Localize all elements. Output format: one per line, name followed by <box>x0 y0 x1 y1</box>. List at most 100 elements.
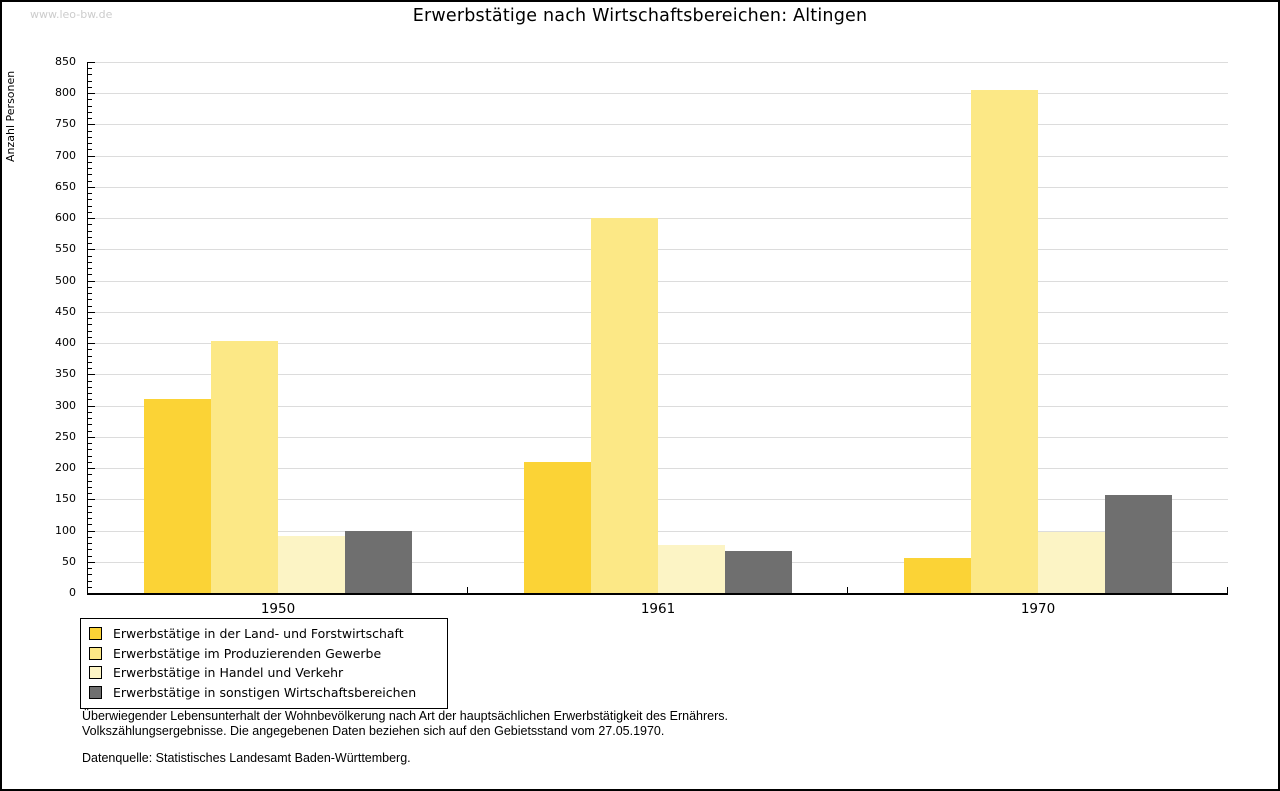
legend-label: Erwerbstätige in Handel und Verkehr <box>113 665 344 681</box>
y-axis-minor-tick <box>88 368 92 369</box>
y-axis-tick-label: 450 <box>55 305 76 318</box>
gridline <box>88 437 1228 438</box>
y-axis-major-tick <box>88 93 95 94</box>
bar-handel-verkehr-1961 <box>658 545 725 593</box>
plot-area: 0 50 100 150 200 250 300 350 400 450 500 550 600 650 7… <box>55 55 1228 617</box>
gridline <box>88 406 1228 407</box>
y-axis-minor-tick <box>88 131 92 132</box>
y-axis-minor-tick <box>88 506 92 507</box>
legend-swatch-land-forstwirtschaft <box>89 627 102 641</box>
footnote-line-2: Volkszählungsergebnisse. Die angegebenen… <box>82 724 665 738</box>
gridline <box>88 124 1228 125</box>
gridline <box>88 374 1228 375</box>
y-axis-minor-tick <box>88 299 92 300</box>
bar-sonstige-1970 <box>1105 495 1172 593</box>
y-axis-major-tick <box>88 531 95 532</box>
y-axis-minor-tick <box>88 587 92 588</box>
legend-item: Erwerbstätige in Handel und Verkehr <box>89 663 447 683</box>
y-axis-minor-tick <box>88 381 92 382</box>
gridline <box>88 218 1228 219</box>
y-axis-minor-tick <box>88 443 92 444</box>
bar-land-forstwirtschaft-1961 <box>524 462 591 593</box>
bar-land-forstwirtschaft-1950 <box>144 399 211 593</box>
y-axis-minor-tick <box>88 412 92 413</box>
y-axis-minor-tick <box>88 224 92 225</box>
gridline <box>88 156 1228 157</box>
x-axis-category-label: 1970 <box>1020 601 1056 617</box>
y-axis-tick-label: 200 <box>55 461 76 474</box>
y-axis-major-tick <box>88 374 95 375</box>
gridline <box>88 499 1228 500</box>
y-axis-minor-tick <box>88 449 92 450</box>
y-axis-minor-tick <box>88 524 92 525</box>
y-axis-major-tick <box>88 156 95 157</box>
legend-item: Erwerbstätige in sonstigen Wirtschaftsbe… <box>89 683 447 703</box>
y-axis-tick-label: 500 <box>55 274 76 287</box>
gridline <box>88 343 1228 344</box>
y-axis-minor-tick <box>88 324 92 325</box>
y-axis-minor-tick <box>88 68 92 69</box>
watermark-url: www.leo-bw.de <box>30 8 113 21</box>
y-axis-major-tick <box>88 468 95 469</box>
y-axis-minor-tick <box>88 581 92 582</box>
y-axis-minor-tick <box>88 274 92 275</box>
y-axis-minor-tick <box>88 393 92 394</box>
footnote-line-1: Überwiegender Lebensunterhalt der Wohnbe… <box>82 709 728 723</box>
y-axis-minor-tick <box>88 424 92 425</box>
gridline <box>88 468 1228 469</box>
bar-handel-verkehr-1950 <box>278 536 345 593</box>
y-axis-tick-label: 750 <box>55 117 76 130</box>
y-axis-major-tick <box>88 124 95 125</box>
y-axis-minor-tick <box>88 337 92 338</box>
y-axis-tick-label: 150 <box>55 492 76 505</box>
y-axis-minor-tick <box>88 568 92 569</box>
y-axis-minor-tick <box>88 149 92 150</box>
y-axis-minor-tick <box>88 556 92 557</box>
legend: Erwerbstätige in der Land- und Forstwirt… <box>80 618 448 709</box>
gridline <box>88 187 1228 188</box>
x-axis-category-label: 1950 <box>260 601 296 617</box>
legend-item: Erwerbstätige in der Land- und Forstwirt… <box>89 624 447 644</box>
y-axis-minor-tick <box>88 74 92 75</box>
y-axis-minor-tick <box>88 543 92 544</box>
x-axis-tick <box>847 587 848 593</box>
legend-item: Erwerbstätige im Produzierenden Gewerbe <box>89 644 447 664</box>
y-axis-minor-tick <box>88 331 92 332</box>
y-axis-minor-tick <box>88 212 92 213</box>
y-axis-minor-tick <box>88 318 92 319</box>
datasource-note: Datenquelle: Statistisches Landesamt Bad… <box>82 751 411 765</box>
y-axis-minor-tick <box>88 206 92 207</box>
bar-produzierendes-gewerbe-1961 <box>591 218 658 593</box>
bar-produzierendes-gewerbe-1950 <box>211 341 278 593</box>
y-axis-major-tick <box>88 249 95 250</box>
y-axis-minor-tick <box>88 193 92 194</box>
y-axis-minor-tick <box>88 481 92 482</box>
y-axis-tick-label: 600 <box>55 211 76 224</box>
bar-handel-verkehr-1970 <box>1038 532 1105 593</box>
y-axis-minor-tick <box>88 474 92 475</box>
gridline <box>88 281 1228 282</box>
y-axis-minor-tick <box>88 537 92 538</box>
legend-label: Erwerbstätige in sonstigen Wirtschaftsbe… <box>113 684 417 700</box>
y-axis-tick-label: 850 <box>55 55 76 68</box>
gridline <box>88 93 1228 94</box>
y-axis-tick-label: 400 <box>55 336 76 349</box>
y-axis-minor-tick <box>88 168 92 169</box>
gridline <box>88 249 1228 250</box>
y-axis-minor-tick <box>88 512 92 513</box>
y-axis-minor-tick <box>88 349 92 350</box>
y-axis-major-tick <box>88 187 95 188</box>
y-axis-minor-tick <box>88 493 92 494</box>
y-axis-minor-tick <box>88 112 92 113</box>
y-axis-tick-label: 50 <box>62 555 76 568</box>
y-axis-minor-tick <box>88 399 92 400</box>
y-axis-minor-tick <box>88 143 92 144</box>
bar-sonstige-1950 <box>345 531 412 593</box>
footnote: Überwiegender Lebensunterhalt der Wohnbe… <box>82 709 728 766</box>
y-axis-minor-tick <box>88 287 92 288</box>
y-axis-minor-tick <box>88 243 92 244</box>
y-axis-minor-tick <box>88 237 92 238</box>
y-axis-tick-label: 550 <box>55 242 76 255</box>
y-axis-minor-tick <box>88 462 92 463</box>
